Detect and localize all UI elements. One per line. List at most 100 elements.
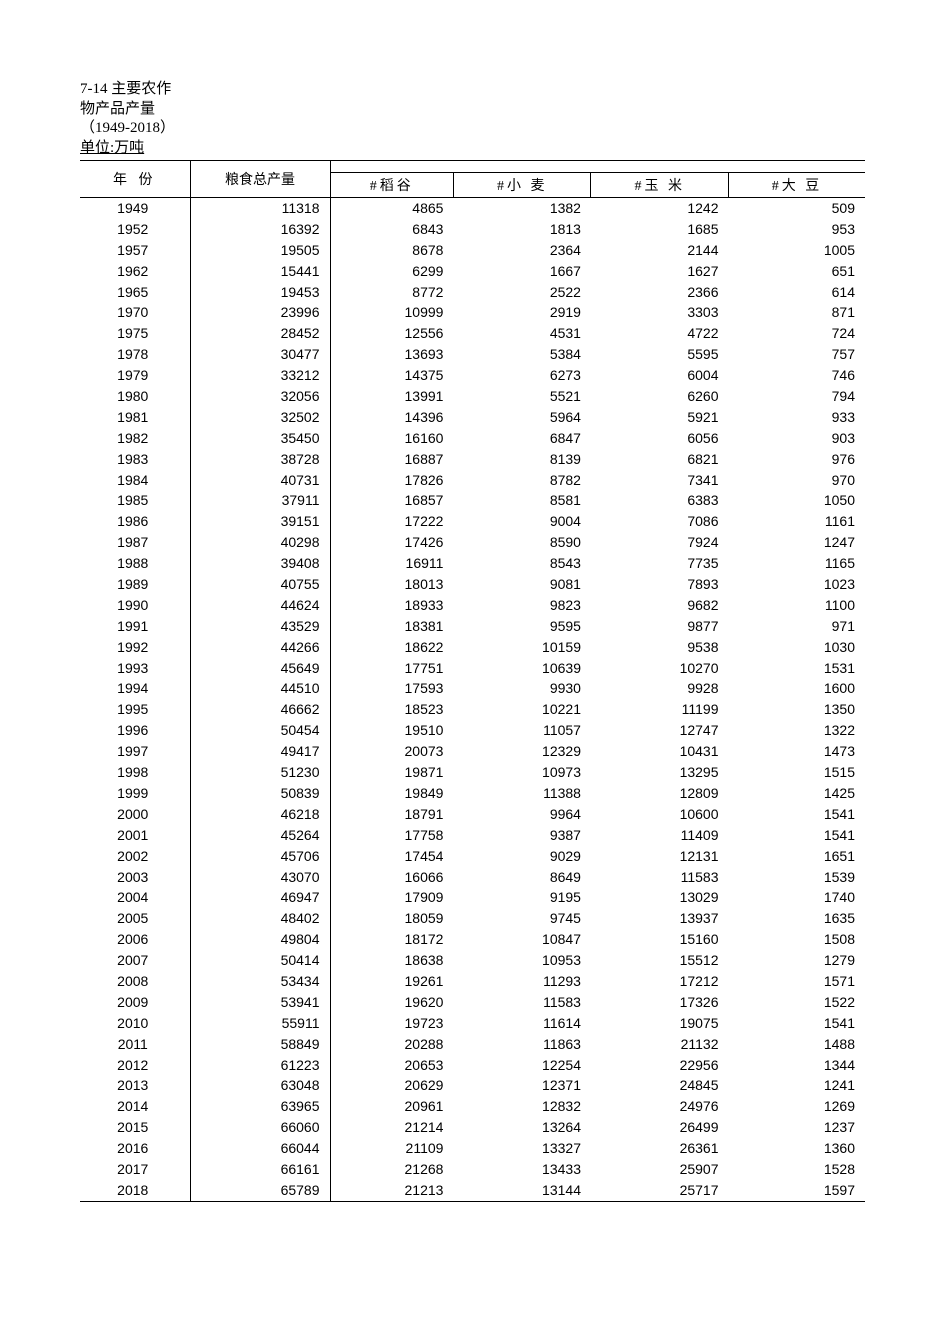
cell-value: 6056 bbox=[591, 428, 729, 449]
table-row: 200245706174549029121311651 bbox=[80, 846, 865, 867]
cell-value: 6273 bbox=[453, 365, 591, 386]
cell-value: 1473 bbox=[729, 741, 865, 762]
cell-value: 9928 bbox=[591, 678, 729, 699]
header-wheat: #小 麦 bbox=[453, 173, 591, 198]
cell-year: 1993 bbox=[80, 658, 190, 679]
cell-value: 16857 bbox=[330, 490, 453, 511]
header-total: 粮食总产量 bbox=[190, 161, 330, 198]
table-row: 19863915117222900470861161 bbox=[80, 511, 865, 532]
cell-year: 1962 bbox=[80, 261, 190, 282]
production-table: 年 份 粮食总产量 #稻谷 #小 麦 #玉 米 #大 豆 19491131848… bbox=[80, 160, 865, 1202]
cell-value: 13991 bbox=[330, 386, 453, 407]
cell-value: 13144 bbox=[453, 1180, 591, 1201]
table-row: 1978304771369353845595757 bbox=[80, 344, 865, 365]
table-row: 1995466621852310221111991350 bbox=[80, 699, 865, 720]
cell-value: 13433 bbox=[453, 1159, 591, 1180]
cell-value: 11388 bbox=[453, 783, 591, 804]
cell-year: 1997 bbox=[80, 741, 190, 762]
cell-total: 40298 bbox=[190, 532, 330, 553]
cell-value: 11199 bbox=[591, 699, 729, 720]
cell-year: 1986 bbox=[80, 511, 190, 532]
cell-value: 1005 bbox=[729, 240, 865, 261]
cell-value: 21268 bbox=[330, 1159, 453, 1180]
cell-value: 8678 bbox=[330, 240, 453, 261]
cell-year: 1978 bbox=[80, 344, 190, 365]
cell-value: 976 bbox=[729, 449, 865, 470]
cell-value: 16066 bbox=[330, 867, 453, 888]
cell-value: 509 bbox=[729, 198, 865, 219]
cell-value: 16911 bbox=[330, 553, 453, 574]
cell-year: 1987 bbox=[80, 532, 190, 553]
cell-value: 13327 bbox=[453, 1138, 591, 1159]
table-row: 19874029817426859079241247 bbox=[80, 532, 865, 553]
cell-value: 10600 bbox=[591, 804, 729, 825]
cell-value: 17909 bbox=[330, 887, 453, 908]
cell-value: 1237 bbox=[729, 1117, 865, 1138]
table-row: 1982354501616068476056903 bbox=[80, 428, 865, 449]
cell-value: 20629 bbox=[330, 1075, 453, 1096]
header-year: 年 份 bbox=[80, 161, 190, 198]
cell-value: 1360 bbox=[729, 1138, 865, 1159]
cell-year: 1949 bbox=[80, 198, 190, 219]
table-row: 2013630482062912371248451241 bbox=[80, 1075, 865, 1096]
cell-total: 66044 bbox=[190, 1138, 330, 1159]
cell-total: 33212 bbox=[190, 365, 330, 386]
table-row: 2012612232065312254229561344 bbox=[80, 1055, 865, 1076]
cell-value: 1522 bbox=[729, 992, 865, 1013]
cell-total: 49804 bbox=[190, 929, 330, 950]
cell-value: 1488 bbox=[729, 1034, 865, 1055]
cell-total: 45264 bbox=[190, 825, 330, 846]
cell-value: 1030 bbox=[729, 637, 865, 658]
cell-value: 5921 bbox=[591, 407, 729, 428]
cell-total: 30477 bbox=[190, 344, 330, 365]
cell-value: 6843 bbox=[330, 219, 453, 240]
table-row: 2014639652096112832249761269 bbox=[80, 1096, 865, 1117]
cell-value: 24976 bbox=[591, 1096, 729, 1117]
cell-value: 12832 bbox=[453, 1096, 591, 1117]
cell-value: 9745 bbox=[453, 908, 591, 929]
cell-value: 5595 bbox=[591, 344, 729, 365]
title-line-3: （1949-2018） bbox=[80, 119, 220, 139]
cell-year: 1998 bbox=[80, 762, 190, 783]
cell-total: 45706 bbox=[190, 846, 330, 867]
cell-value: 5521 bbox=[453, 386, 591, 407]
cell-value: 1541 bbox=[729, 804, 865, 825]
cell-value: 2522 bbox=[453, 282, 591, 303]
table-row: 2008534341926111293172121571 bbox=[80, 971, 865, 992]
cell-total: 39408 bbox=[190, 553, 330, 574]
cell-value: 10953 bbox=[453, 950, 591, 971]
cell-value: 1382 bbox=[453, 198, 591, 219]
cell-year: 2004 bbox=[80, 887, 190, 908]
cell-value: 1344 bbox=[729, 1055, 865, 1076]
cell-value: 933 bbox=[729, 407, 865, 428]
cell-value: 11409 bbox=[591, 825, 729, 846]
cell-value: 8772 bbox=[330, 282, 453, 303]
table-row: 195216392684318131685953 bbox=[80, 219, 865, 240]
cell-total: 46218 bbox=[190, 804, 330, 825]
table-row: 2016660442110913327263611360 bbox=[80, 1138, 865, 1159]
cell-value: 1813 bbox=[453, 219, 591, 240]
cell-year: 1982 bbox=[80, 428, 190, 449]
cell-year: 1999 bbox=[80, 783, 190, 804]
header-rice: #稻谷 bbox=[330, 173, 453, 198]
cell-value: 10159 bbox=[453, 637, 591, 658]
cell-value: 25907 bbox=[591, 1159, 729, 1180]
cell-value: 15512 bbox=[591, 950, 729, 971]
cell-year: 1985 bbox=[80, 490, 190, 511]
cell-value: 1627 bbox=[591, 261, 729, 282]
table-row: 1983387281688781396821976 bbox=[80, 449, 865, 470]
cell-value: 11583 bbox=[453, 992, 591, 1013]
cell-total: 51230 bbox=[190, 762, 330, 783]
cell-total: 44624 bbox=[190, 595, 330, 616]
cell-year: 1991 bbox=[80, 616, 190, 637]
cell-year: 2008 bbox=[80, 971, 190, 992]
cell-value: 13295 bbox=[591, 762, 729, 783]
cell-value: 19261 bbox=[330, 971, 453, 992]
table-row: 1980320561399155216260794 bbox=[80, 386, 865, 407]
cell-value: 2364 bbox=[453, 240, 591, 261]
cell-value: 12371 bbox=[453, 1075, 591, 1096]
cell-value: 26361 bbox=[591, 1138, 729, 1159]
cell-total: 19453 bbox=[190, 282, 330, 303]
cell-value: 17222 bbox=[330, 511, 453, 532]
table-row: 1998512301987110973132951515 bbox=[80, 762, 865, 783]
